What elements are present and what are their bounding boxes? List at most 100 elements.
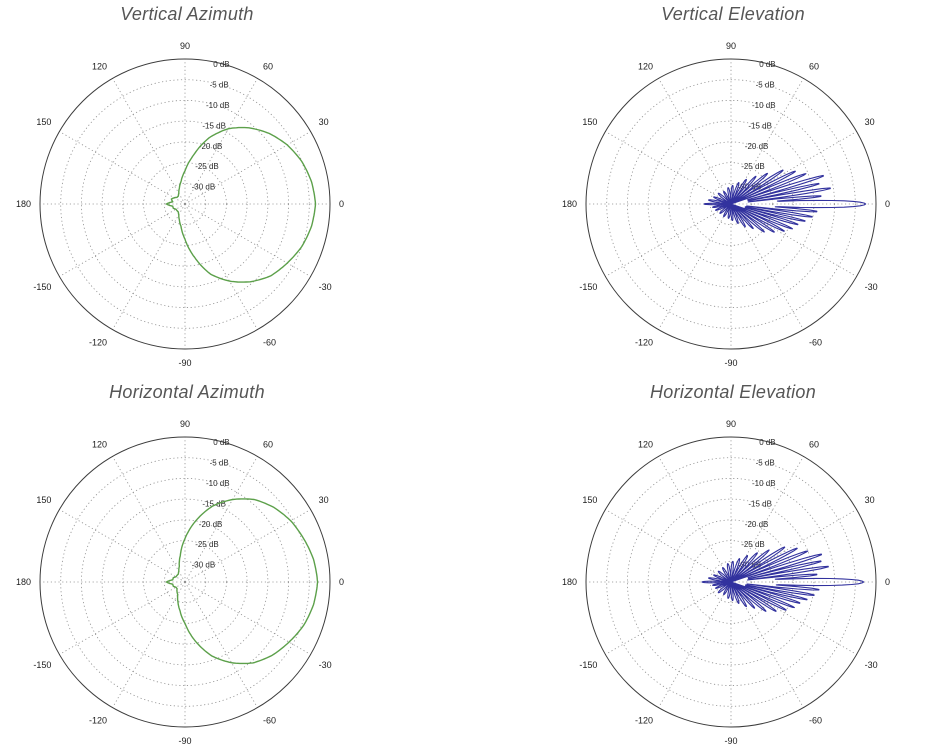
chart-title-vertical-azimuth: Vertical Azimuth: [120, 4, 254, 24]
polar-plot-horizontal-azimuth: 90 60 30 0 -30 -60 -90 -120 -150 180 150 120 0 dB -5 …: [2, 404, 368, 756]
svg-text:0: 0: [885, 199, 890, 209]
polar-plot-horizontal-elevation: 90 60 30 0 -30 -60 -90 -120 -150 180 150 120 0 dB -5 …: [548, 404, 914, 756]
svg-text:-20 dB: -20 dB: [199, 520, 223, 529]
svg-text:-5 dB: -5 dB: [210, 81, 229, 90]
svg-text:150: 150: [582, 117, 597, 127]
chart-title-vertical-elevation: Vertical Elevation: [661, 4, 805, 24]
radial-db-labels: 0 dB -5 dB -10 dB -15 dB -20 dB -25 dB -30 dB: [192, 438, 230, 569]
svg-text:-60: -60: [263, 338, 276, 348]
svg-text:120: 120: [92, 61, 107, 71]
svg-text:-5 dB: -5 dB: [210, 459, 229, 468]
svg-text:-30 dB: -30 dB: [192, 183, 216, 192]
polar-plot-vertical-azimuth: 90 60 30 0 -30 -60 -90 -120 -150 180 150 120 0 dB -5 …: [2, 26, 368, 378]
svg-text:60: 60: [809, 439, 819, 449]
svg-text:-15 dB: -15 dB: [748, 499, 772, 508]
chart-cell-horizontal-azimuth: Horizontal Azimuth 90 60 30 0 -30 -60 -90 -120 -…: [2, 380, 372, 756]
svg-text:-120: -120: [89, 716, 107, 726]
svg-text:0: 0: [339, 577, 344, 587]
outer-circle: [39, 58, 331, 350]
svg-text:-25 dB: -25 dB: [741, 162, 765, 171]
svg-text:-10 dB: -10 dB: [206, 101, 230, 110]
svg-text:90: 90: [726, 419, 736, 429]
svg-text:0 dB: 0 dB: [213, 438, 229, 447]
svg-text:0 dB: 0 dB: [759, 60, 775, 69]
svg-text:-30: -30: [865, 660, 878, 670]
polar-chart-svg: 90 60 30 0 -30 -60 -90 -120 -150 180 150 120 0 dB -5 …: [562, 41, 890, 368]
angle-labels: 90 60 30 0 -30 -60 -90 -120 -150 180 150 120: [16, 41, 344, 368]
chart-title-horizontal-elevation: Horizontal Elevation: [649, 382, 817, 402]
svg-text:180: 180: [16, 199, 31, 209]
polar-chart-svg: 90 60 30 0 -30 -60 -90 -120 -150 180 150 120 0 dB -5 …: [562, 419, 890, 746]
svg-text:30: 30: [319, 117, 329, 127]
svg-text:-60: -60: [263, 716, 276, 726]
svg-text:-150: -150: [33, 282, 51, 292]
svg-text:-60: -60: [809, 716, 822, 726]
outer-circle: [585, 58, 877, 350]
svg-text:-30: -30: [319, 660, 332, 670]
svg-text:-25 dB: -25 dB: [741, 540, 765, 549]
svg-text:180: 180: [16, 577, 31, 587]
svg-text:-30: -30: [865, 282, 878, 292]
polar-chart-svg: 90 60 30 0 -30 -60 -90 -120 -150 180 150 120 0 dB -5 …: [16, 419, 344, 746]
svg-text:-30 dB: -30 dB: [192, 561, 216, 570]
svg-text:-20 dB: -20 dB: [199, 142, 223, 151]
svg-text:-90: -90: [178, 358, 191, 368]
radiation-curve-gain: [165, 126, 317, 283]
polar-grid: [40, 437, 330, 727]
svg-text:-120: -120: [635, 716, 653, 726]
svg-text:180: 180: [562, 199, 577, 209]
svg-text:-5 dB: -5 dB: [756, 459, 775, 468]
svg-text:180: 180: [562, 577, 577, 587]
svg-text:-20 dB: -20 dB: [745, 142, 769, 151]
svg-text:-90: -90: [724, 736, 737, 746]
radial-db-labels: 0 dB-5 dB-10 dB-15 dB-20 dB-25 dB-30 dB: [738, 438, 776, 569]
polar-grid: [586, 437, 876, 727]
svg-text:-90: -90: [724, 358, 737, 368]
outer-circle: [585, 436, 877, 728]
svg-text:-10 dB: -10 dB: [752, 101, 776, 110]
svg-text:-15 dB: -15 dB: [748, 121, 772, 130]
svg-text:-90: -90: [178, 736, 191, 746]
svg-text:0 dB: 0 dB: [759, 438, 775, 447]
svg-text:-150: -150: [579, 282, 597, 292]
svg-text:0: 0: [339, 199, 344, 209]
svg-text:60: 60: [809, 61, 819, 71]
svg-text:90: 90: [726, 41, 736, 51]
polar-grid: [586, 59, 876, 349]
svg-text:-25 dB: -25 dB: [195, 540, 219, 549]
chart-cell-vertical-elevation: Vertical Elevation 90 60 30 0 -30 -60 -90 -120 -…: [548, 2, 918, 378]
svg-text:30: 30: [865, 117, 875, 127]
svg-text:-15 dB: -15 dB: [202, 499, 226, 508]
svg-text:-25 dB: -25 dB: [195, 162, 219, 171]
angle-labels: 90 60 30 0 -30 -60 -90 -120 -150 180 150 120: [562, 41, 890, 368]
svg-text:-5 dB: -5 dB: [756, 81, 775, 90]
svg-text:-150: -150: [579, 660, 597, 670]
svg-text:90: 90: [180, 41, 190, 51]
svg-text:30: 30: [319, 495, 329, 505]
svg-text:-15 dB: -15 dB: [202, 121, 226, 130]
svg-text:150: 150: [582, 495, 597, 505]
radiation-curve-gain: [165, 498, 319, 665]
svg-text:-120: -120: [635, 338, 653, 348]
svg-text:0: 0: [885, 577, 890, 587]
chart-cell-vertical-azimuth: Vertical Azimuth 90 60 30 0 -30 -60 -90 -120 -15…: [2, 2, 372, 378]
svg-text:-10 dB: -10 dB: [752, 479, 776, 488]
svg-text:60: 60: [263, 61, 273, 71]
svg-text:120: 120: [92, 439, 107, 449]
svg-text:-120: -120: [89, 338, 107, 348]
svg-text:-60: -60: [809, 338, 822, 348]
chart-cell-horizontal-elevation: Horizontal Elevation 90 60 30 0 -30 -60 -90 -12…: [548, 380, 918, 756]
svg-text:-20 dB: -20 dB: [745, 520, 769, 529]
svg-text:120: 120: [638, 439, 653, 449]
svg-text:-30: -30: [319, 282, 332, 292]
angle-labels: 90 60 30 0 -30 -60 -90 -120 -150 180 150 120: [562, 419, 890, 746]
svg-text:0 dB: 0 dB: [213, 60, 229, 69]
outer-circle: [39, 436, 331, 728]
angle-labels: 90 60 30 0 -30 -60 -90 -120 -150 180 150 120: [16, 419, 344, 746]
svg-text:90: 90: [180, 419, 190, 429]
svg-text:60: 60: [263, 439, 273, 449]
radial-db-labels: 0 dB-5 dB-10 dB-15 dB-20 dB-25 dB-30 dB: [738, 60, 776, 191]
svg-text:150: 150: [36, 495, 51, 505]
svg-text:-150: -150: [33, 660, 51, 670]
svg-text:-10 dB: -10 dB: [206, 479, 230, 488]
